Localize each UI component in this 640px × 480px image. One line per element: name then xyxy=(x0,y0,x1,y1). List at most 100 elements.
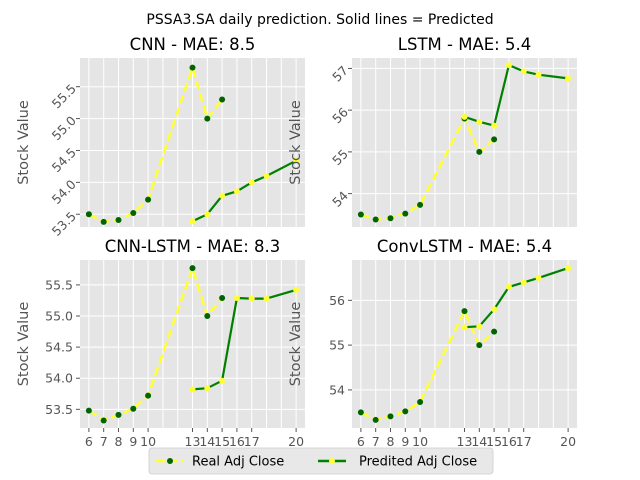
cnn-real-point xyxy=(100,218,107,225)
cnn-lstm-title: CNN-LSTM - MAE: 8.3 xyxy=(105,237,281,256)
cnn-y-tick-label: 55.5 xyxy=(49,81,79,111)
lstm-real-point xyxy=(387,215,394,222)
lstm-real-point xyxy=(417,201,424,208)
convlstm-real-point xyxy=(357,409,364,416)
cnn-lstm-real-point xyxy=(100,417,107,424)
convlstm-x-tick-label: 6 xyxy=(357,434,365,449)
cnn-lstm-y-tick-label: 55.0 xyxy=(45,309,73,324)
convlstm-x-tick-label: 13 xyxy=(457,434,473,449)
cnn-lstm-predicted-point xyxy=(219,377,226,384)
panel-convlstm: ConvLSTM - MAE: 5.4 Stock Value 54 55 56 6 7 8 9… xyxy=(288,237,577,449)
cnn-lstm-x-tick-label: 16 xyxy=(229,434,245,449)
legend-predicted-label: Predited Adj Close xyxy=(359,455,477,470)
convlstm-real-point xyxy=(461,308,468,315)
lstm-predicted-point xyxy=(476,118,483,125)
lstm-real-point xyxy=(491,136,498,143)
cnn-lstm-predicted-point xyxy=(263,295,270,302)
lstm-predicted-point xyxy=(505,62,512,69)
cnn-lstm-x-tick-label: 20 xyxy=(288,434,304,449)
convlstm-x-tick-label: 15 xyxy=(486,434,502,449)
lstm-predicted-point xyxy=(535,71,542,78)
convlstm-y-tick-label: 54 xyxy=(329,382,345,397)
convlstm-real-point xyxy=(387,413,394,420)
legend-real-label: Real Adj Close xyxy=(192,455,284,470)
cnn-ylabel: Stock Value xyxy=(16,100,32,185)
lstm-y-tick-label: 55 xyxy=(329,146,351,168)
cnn-predicted-point xyxy=(189,218,196,225)
convlstm-real-point xyxy=(491,328,498,335)
lstm-real-point xyxy=(402,210,409,217)
cnn-predicted-point xyxy=(204,211,211,218)
cnn-lstm-real-point xyxy=(145,392,152,399)
cnn-predicted-point xyxy=(233,188,240,195)
cnn-lstm-predicted-point xyxy=(248,295,255,302)
cnn-lstm-ylabel: Stock Value xyxy=(16,302,32,387)
lstm-predicted-point xyxy=(565,75,572,82)
figure-suptitle: PSSA3.SA daily prediction. Solid lines =… xyxy=(146,12,493,28)
cnn-predicted-point xyxy=(263,172,270,179)
panel-lstm: LSTM - MAE: 5.4 Stock Value 54 55 56 57 xyxy=(288,35,577,227)
cnn-lstm-real-point xyxy=(204,313,211,319)
convlstm-x-tick-label: 17 xyxy=(516,434,532,449)
cnn-real-point xyxy=(204,115,211,122)
cnn-lstm-y-tick-label: 53.5 xyxy=(45,402,73,417)
cnn-lstm-predicted-point xyxy=(233,294,240,301)
convlstm-x-tick-label: 8 xyxy=(387,434,395,449)
cnn-lstm-x-tick-label: 7 xyxy=(100,434,108,449)
lstm-title: LSTM - MAE: 5.4 xyxy=(398,35,531,54)
cnn-y-tick-label: 54.0 xyxy=(49,177,79,207)
cnn-predicted-point xyxy=(219,192,226,199)
convlstm-y-tick-label: 56 xyxy=(329,293,345,308)
convlstm-x-tick-label: 10 xyxy=(412,434,428,449)
convlstm-y-tick-label: 55 xyxy=(329,338,345,353)
cnn-lstm-x-tick-label: 15 xyxy=(214,434,230,449)
cnn-real-point xyxy=(189,64,196,71)
cnn-lstm-x-tick-label: 17 xyxy=(244,434,260,449)
cnn-lstm-predicted-point xyxy=(204,385,211,392)
lstm-y-tick-label: 54 xyxy=(329,188,351,210)
cnn-real-point xyxy=(219,96,226,103)
lstm-predicted-point xyxy=(520,68,527,75)
lstm-real-point xyxy=(372,216,379,223)
panel-cnn-lstm: CNN-LSTM - MAE: 8.3 Stock Value 53.5 54.0 54… xyxy=(16,237,305,449)
convlstm-real-point xyxy=(417,399,424,406)
convlstm-predicted-point xyxy=(491,306,498,313)
cnn-real-point xyxy=(85,211,92,218)
cnn-lstm-real-point xyxy=(115,411,122,418)
cnn-real-point xyxy=(130,209,137,216)
legend-predicted-marker xyxy=(329,458,335,464)
cnn-lstm-predicted-point xyxy=(293,286,300,293)
lstm-real-point xyxy=(357,211,364,218)
lstm-y-tick-label: 57 xyxy=(329,63,351,85)
convlstm-x-tick-label: 7 xyxy=(372,434,380,449)
lstm-y-tick-label: 56 xyxy=(329,104,351,126)
cnn-lstm-real-point xyxy=(189,265,196,272)
cnn-lstm-predicted-point xyxy=(189,386,196,393)
cnn-y-tick-label: 54.5 xyxy=(49,145,79,175)
cnn-predicted-point xyxy=(248,179,255,186)
cnn-lstm-y-tick-label: 54.0 xyxy=(45,371,73,386)
cnn-y-tick-label: 53.5 xyxy=(49,209,79,239)
convlstm-x-tick-label: 9 xyxy=(401,434,409,449)
convlstm-predicted-point xyxy=(505,283,512,290)
cnn-predicted-point xyxy=(293,157,300,164)
cnn-title: CNN - MAE: 8.5 xyxy=(130,35,256,54)
cnn-lstm-x-tick-label: 14 xyxy=(199,434,215,449)
legend: Real Adj Close Predited Adj Close xyxy=(148,447,494,475)
lstm-predicted-point xyxy=(461,113,468,120)
convlstm-x-tick-label: 20 xyxy=(560,434,576,449)
convlstm-title: ConvLSTM - MAE: 5.4 xyxy=(377,237,552,256)
convlstm-predicted-point xyxy=(520,279,527,286)
lstm-real-point xyxy=(476,148,483,155)
convlstm-predicted-point xyxy=(476,323,483,330)
legend-entry-real: Real Adj Close xyxy=(156,455,284,470)
cnn-y-tick-label: 55.0 xyxy=(49,113,79,143)
cnn-lstm-real-point xyxy=(85,407,92,414)
cnn-lstm-x-tick-label: 9 xyxy=(129,434,137,449)
cnn-real-point xyxy=(115,216,122,223)
convlstm-real-point xyxy=(372,416,379,423)
cnn-lstm-x-tick-label: 10 xyxy=(140,434,156,449)
cnn-lstm-x-tick-label: 13 xyxy=(185,434,201,449)
cnn-real-point xyxy=(145,196,152,203)
